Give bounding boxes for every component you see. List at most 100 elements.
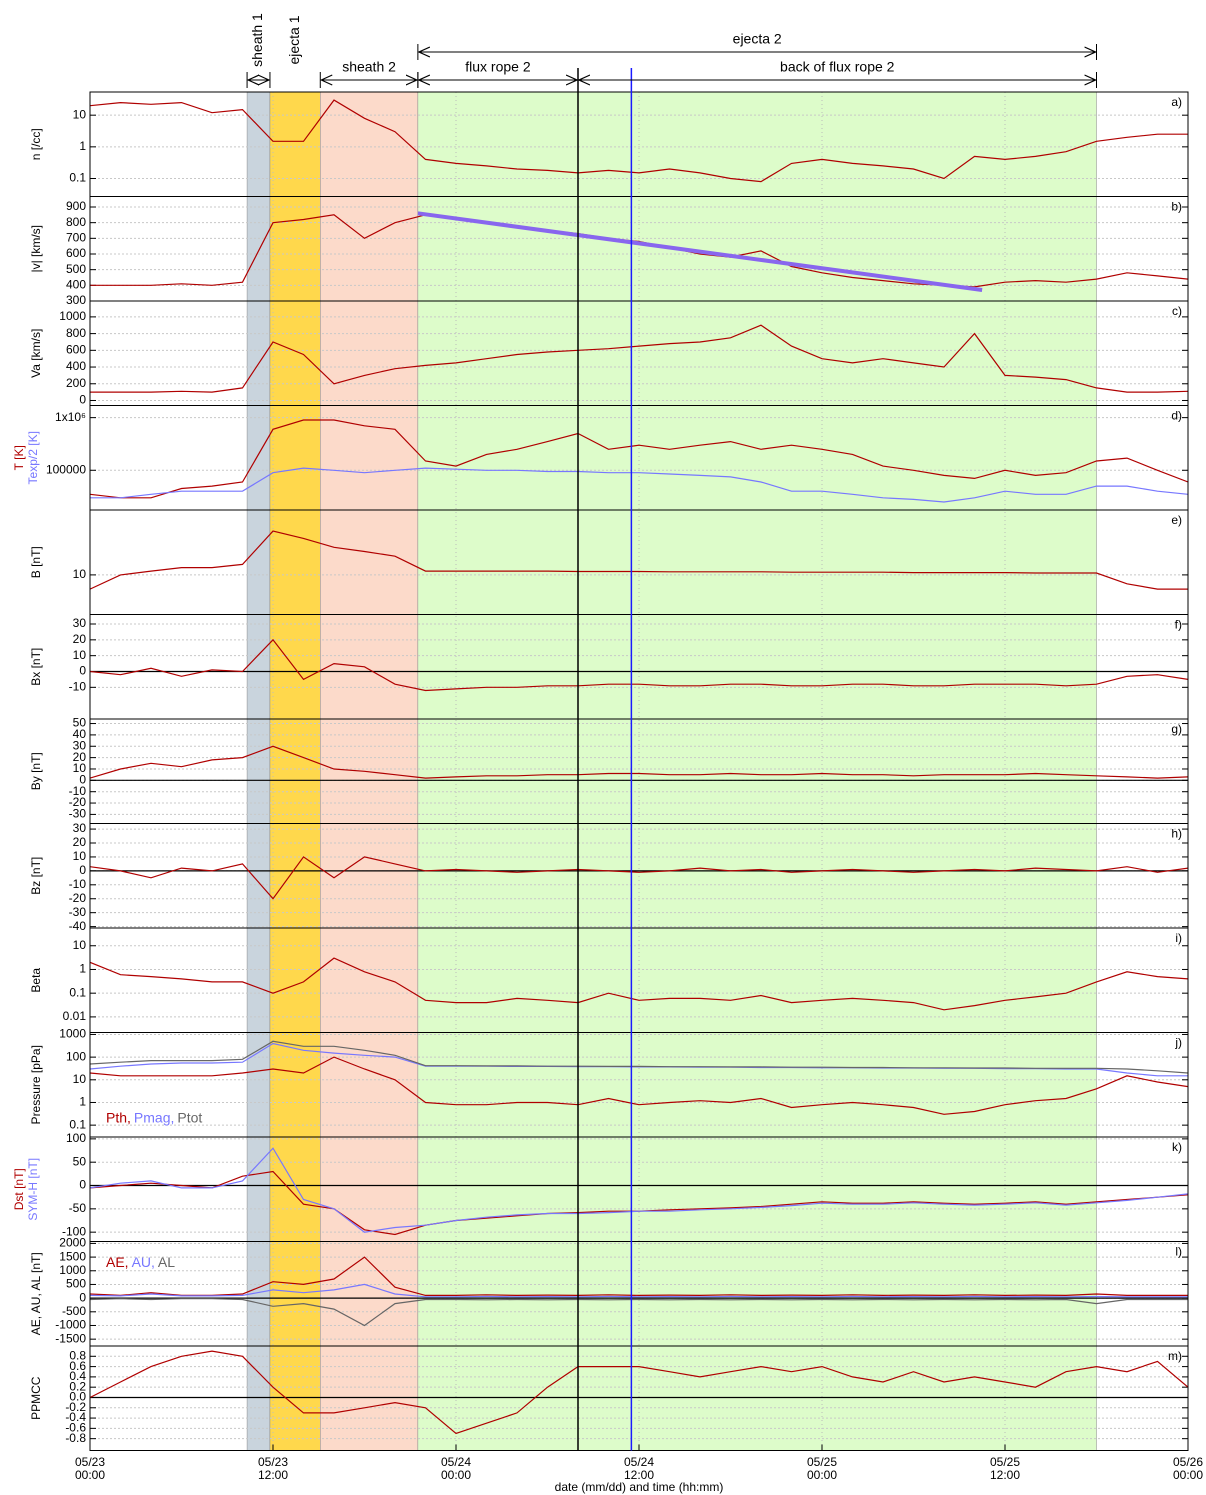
legend-entry: AL bbox=[158, 1254, 175, 1270]
y-tick-label: -0.6 bbox=[65, 1421, 86, 1435]
data-line bbox=[90, 856, 1188, 900]
data-line bbox=[90, 957, 1188, 1011]
y-tick-label: -0.8 bbox=[65, 1431, 86, 1445]
panel-label: g) bbox=[1171, 722, 1182, 736]
y-tick-label: -10 bbox=[69, 877, 87, 891]
y-tick-label: 1x10⁶ bbox=[55, 410, 86, 424]
y-axis-label: T [K] bbox=[12, 445, 26, 470]
y-tick-label: 0.01 bbox=[63, 1009, 87, 1023]
y-tick-label: 1000 bbox=[59, 1027, 86, 1041]
y-tick-label: 30 bbox=[73, 738, 87, 752]
y-tick-label: 0 bbox=[79, 1178, 86, 1192]
y-tick-label: 1000 bbox=[59, 309, 86, 323]
y-tick-label: -0.2 bbox=[65, 1400, 86, 1414]
y-axis-label: By [nT] bbox=[29, 752, 43, 790]
y-axis-label: n [/cc] bbox=[29, 128, 43, 160]
y-tick-label: 100 bbox=[66, 1049, 86, 1063]
y-tick-label: 1 bbox=[79, 962, 86, 976]
y-tick-label: -1500 bbox=[55, 1331, 86, 1345]
panel-label: h) bbox=[1171, 827, 1182, 841]
region-band bbox=[269, 91, 321, 1451]
y-tick-label: -20 bbox=[69, 891, 87, 905]
y-tick-label: 20 bbox=[73, 632, 87, 646]
y-tick-label: -50 bbox=[69, 1201, 87, 1215]
data-line bbox=[90, 1040, 1188, 1074]
y-tick-label: 2000 bbox=[59, 1236, 86, 1250]
y-tick-label: 100000 bbox=[46, 462, 86, 476]
y-tick-label: 600 bbox=[66, 246, 86, 260]
panel-label: c) bbox=[1172, 304, 1182, 318]
y-axis-label: Beta bbox=[29, 968, 43, 993]
x-tick-label: 05/25 12:00 bbox=[989, 1455, 1021, 1482]
x-tick-label: 05/24 12:00 bbox=[623, 1455, 655, 1482]
panel: -0.8-0.6-0.4-0.20.00.20.40.60.8 m) PPMCC bbox=[29, 1345, 1189, 1451]
y-tick-label: 400 bbox=[66, 278, 86, 292]
y-tick-label: 700 bbox=[66, 231, 86, 245]
y-tick-label: 0.1 bbox=[69, 171, 86, 185]
region-band bbox=[417, 91, 1097, 1451]
interval-label: flux rope 2 bbox=[465, 59, 531, 75]
y-tick-label: 10 bbox=[73, 849, 87, 863]
y-tick-label: 200 bbox=[66, 376, 86, 390]
panel: 0.1 1 10 a) n [/cc] bbox=[29, 91, 1189, 197]
data-line bbox=[90, 467, 1188, 503]
interval-label: sheath 1 bbox=[249, 13, 265, 67]
panel-label: b) bbox=[1171, 200, 1182, 214]
data-line bbox=[90, 1283, 1188, 1298]
panel-label: l) bbox=[1175, 1245, 1182, 1259]
panel: 0.1 1 10 100 1000 j) Pressure [pPa] Pth, Pmag, Pt… bbox=[29, 1027, 1189, 1138]
interval-label: sheath 2 bbox=[342, 59, 396, 75]
y-tick-label: -0.4 bbox=[65, 1410, 86, 1424]
legend-entry: Pth, bbox=[106, 1110, 131, 1126]
panel: -100 -50 0 50 100 k) Dst [nT] SYM-H [nT] bbox=[12, 1131, 1189, 1242]
x-tick-label: 05/23 12:00 bbox=[257, 1455, 289, 1482]
data-line bbox=[90, 1298, 1188, 1327]
region-band bbox=[246, 91, 271, 1451]
y-tick-label: 10 bbox=[73, 107, 87, 121]
y-tick-label: 20 bbox=[73, 835, 87, 849]
y-tick-label: 1000 bbox=[59, 1263, 86, 1277]
y-tick-label: 0.1 bbox=[69, 985, 86, 999]
legend-entry: AU, bbox=[132, 1254, 155, 1270]
y-axis-label: B [nT] bbox=[29, 546, 43, 578]
x-axis-label: date (mm/dd) and time (hh:mm) bbox=[555, 1480, 724, 1494]
legend-entry: Pmag, bbox=[134, 1110, 174, 1126]
y-tick-label: 30 bbox=[73, 616, 87, 630]
y-tick-label: 100 bbox=[66, 1131, 86, 1145]
data-line bbox=[90, 638, 1188, 692]
y-axis-label: SYM-H [nT] bbox=[26, 1158, 40, 1221]
y-axis-label: Va [km/s] bbox=[29, 329, 43, 378]
data-line bbox=[90, 1147, 1188, 1233]
y-tick-label: 1500 bbox=[59, 1249, 86, 1263]
y-tick-label: 0.1 bbox=[69, 1117, 86, 1131]
legend-entry: AE, bbox=[106, 1254, 129, 1270]
panel: 100000 1x10⁶ d) T [K] Texp/2 [K] bbox=[12, 405, 1189, 511]
y-tick-label: 50 bbox=[73, 716, 87, 730]
y-tick-label: 400 bbox=[66, 359, 86, 373]
y-tick-label: 0.4 bbox=[69, 1369, 86, 1383]
y-tick-label: -40 bbox=[69, 919, 87, 933]
data-line bbox=[417, 211, 983, 292]
panel-label: i) bbox=[1175, 931, 1182, 945]
y-tick-label: 300 bbox=[66, 293, 86, 307]
panel-label: k) bbox=[1172, 1140, 1182, 1154]
y-axis-label: |v| [km/s] bbox=[29, 225, 43, 273]
y-tick-label: 10 bbox=[73, 761, 87, 775]
y-axis-label: Pressure [pPa] bbox=[29, 1045, 43, 1124]
y-axis-label: Dst [nT] bbox=[12, 1168, 26, 1210]
panel-label: e) bbox=[1171, 513, 1182, 527]
y-tick-label: 1 bbox=[79, 1095, 86, 1109]
y-axis-label: Bz [nT] bbox=[29, 857, 43, 895]
data-line bbox=[90, 99, 1188, 183]
y-tick-label: 1 bbox=[79, 139, 86, 153]
y-tick-label: 800 bbox=[66, 215, 86, 229]
data-line bbox=[90, 530, 1188, 590]
data-line bbox=[90, 324, 1188, 393]
x-tick-label: 05/26 00:00 bbox=[1172, 1455, 1204, 1482]
y-axis-label: Bx [nT] bbox=[29, 648, 43, 686]
y-tick-label: -30 bbox=[69, 905, 87, 919]
y-tick-label: 10 bbox=[73, 938, 87, 952]
